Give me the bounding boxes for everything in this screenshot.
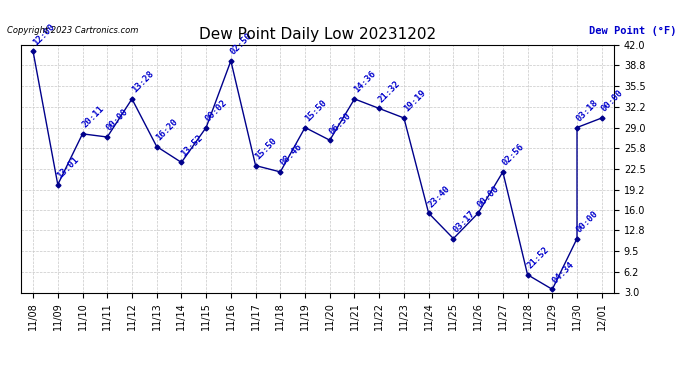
Text: 02:56: 02:56 bbox=[501, 142, 526, 168]
Text: 12:00: 12:00 bbox=[31, 22, 56, 47]
Text: 03:17: 03:17 bbox=[451, 209, 477, 234]
Text: 21:52: 21:52 bbox=[525, 245, 551, 271]
Text: 02:50: 02:50 bbox=[228, 32, 254, 57]
Text: Copyright 2023 Cartronics.com: Copyright 2023 Cartronics.com bbox=[7, 26, 138, 35]
Text: 15:50: 15:50 bbox=[253, 136, 279, 161]
Text: Dew Point (°F): Dew Point (°F) bbox=[589, 26, 676, 36]
Text: 06:30: 06:30 bbox=[328, 111, 353, 136]
Text: 13:28: 13:28 bbox=[130, 69, 155, 95]
Text: 00:00: 00:00 bbox=[105, 108, 130, 133]
Text: 15:50: 15:50 bbox=[303, 98, 328, 123]
Text: 16:20: 16:20 bbox=[155, 117, 180, 142]
Text: 08:46: 08:46 bbox=[278, 142, 304, 168]
Text: 23:40: 23:40 bbox=[426, 184, 452, 209]
Text: 00:02: 00:02 bbox=[204, 98, 229, 123]
Text: 13:01: 13:01 bbox=[56, 155, 81, 180]
Text: 04:34: 04:34 bbox=[550, 260, 575, 285]
Text: 19:19: 19:19 bbox=[402, 88, 427, 114]
Text: 20:11: 20:11 bbox=[80, 104, 106, 130]
Title: Dew Point Daily Low 20231202: Dew Point Daily Low 20231202 bbox=[199, 27, 436, 42]
Text: 00:00: 00:00 bbox=[575, 209, 600, 234]
Text: 00:00: 00:00 bbox=[476, 184, 501, 209]
Text: 00:00: 00:00 bbox=[600, 88, 625, 114]
Text: 14:36: 14:36 bbox=[353, 69, 377, 95]
Text: 21:32: 21:32 bbox=[377, 79, 402, 104]
Text: 03:18: 03:18 bbox=[575, 98, 600, 123]
Text: 13:52: 13:52 bbox=[179, 133, 204, 158]
